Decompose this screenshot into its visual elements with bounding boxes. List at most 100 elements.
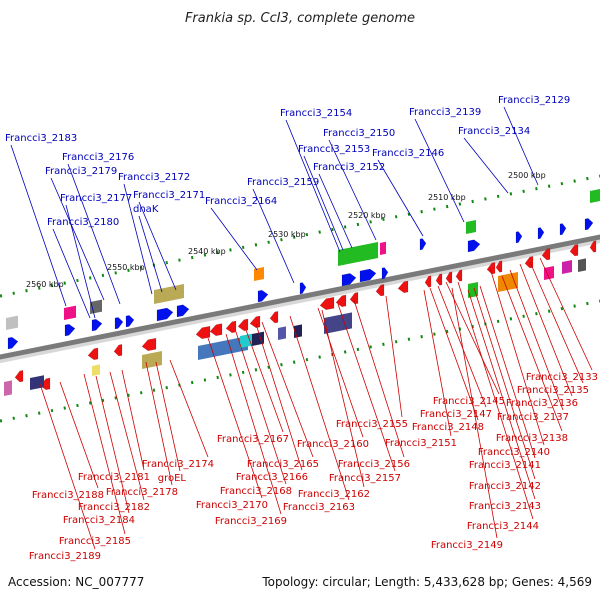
gene-block-navy xyxy=(30,375,44,390)
forward-gene-arrow xyxy=(559,223,567,236)
leader-line xyxy=(52,228,91,319)
gene-label: Francci3_2172 xyxy=(118,172,190,183)
leader-line xyxy=(353,299,405,458)
gene-label: Francci3_2140 xyxy=(478,447,550,458)
leader-line xyxy=(285,119,341,253)
leader-line xyxy=(445,281,500,395)
gene-label: Francci3_2147 xyxy=(420,409,492,420)
leader-line xyxy=(321,309,365,488)
forward-gene-arrow xyxy=(515,231,523,244)
forward-gene-arrow xyxy=(341,273,357,287)
genome-summary-text: Topology: circular; Length: 5,433,628 bp… xyxy=(261,575,592,589)
gene-block-khaki xyxy=(154,284,184,304)
reverse-gene-arrow xyxy=(486,262,496,275)
leader-line xyxy=(252,188,295,284)
gene-label: Francci3_2160 xyxy=(297,439,369,450)
leader-line xyxy=(414,118,465,223)
leader-line xyxy=(473,287,536,480)
gene-label: Francci3_2189 xyxy=(29,551,101,562)
gene-label: Francci3_2169 xyxy=(215,516,287,527)
gene-label: Francci3_2168 xyxy=(220,486,292,497)
leader-line xyxy=(318,173,353,249)
gene-labels: Francci3_2129 Francci3_2134 Francci3_2139 F… xyxy=(5,95,598,562)
gene-label: Francci3_2177 xyxy=(60,193,132,204)
leader-line xyxy=(83,373,126,535)
gene-label: Francci3_2135 xyxy=(517,385,589,396)
gene-label: Francci3_2157 xyxy=(329,473,401,484)
forward-gene-arrow xyxy=(299,282,307,295)
reverse-gene-arrow xyxy=(319,296,335,311)
forward-gene-arrow xyxy=(257,289,269,303)
gene-block-khaki xyxy=(142,351,162,369)
gene-label: Francci3_2154 xyxy=(280,108,352,119)
gene-label: Francci3_2176 xyxy=(62,152,134,163)
gene-block-magenta xyxy=(562,260,572,274)
gene-label: Francci3_2180 xyxy=(47,217,119,228)
gene-label: Francci3_2179 xyxy=(45,166,117,177)
accession-text: Accession: NC_007777 xyxy=(8,575,144,589)
gene-label: Francci3_2163 xyxy=(283,502,355,513)
leader-line xyxy=(337,303,396,472)
forward-gene-arrow xyxy=(176,304,190,318)
reverse-gene-arrow xyxy=(541,248,551,261)
forward-gene-arrow xyxy=(125,315,135,328)
forward-gene-arrow xyxy=(114,317,124,330)
gene-label: Francci3_2156 xyxy=(338,459,410,470)
gene-label: Francci3_2146 xyxy=(372,148,444,159)
leader-line xyxy=(429,287,479,421)
reverse-gene-arrow xyxy=(424,275,432,288)
leader-line xyxy=(467,289,536,500)
gene-block-slate xyxy=(324,312,352,334)
kbp-tick-label: 2540 kbp xyxy=(188,247,226,256)
gene-label: Francci3_2166 xyxy=(236,472,308,483)
forward-gene-arrow xyxy=(381,267,389,280)
forward-gene-arrow xyxy=(537,227,545,240)
leader-line xyxy=(109,371,145,501)
kbp-tick-label: 2520 kbp xyxy=(348,211,386,220)
scale-ticks: 2500 kbp 2510 kbp 2520 kbp 2530 kbp 2540 kbp… xyxy=(0,171,600,423)
gene-label: Francci3_2155 xyxy=(336,419,408,430)
gene-label: Francci3_2164 xyxy=(205,196,277,207)
leader-line xyxy=(10,144,67,307)
gene-block-green xyxy=(590,189,600,203)
kbp-tick-label: 2560 kbp xyxy=(26,280,64,289)
gene-label: Francci3_2149 xyxy=(431,540,503,551)
gene-label: Francci3_2170 xyxy=(196,500,268,511)
gene-features xyxy=(4,189,600,396)
reverse-gene-arrow xyxy=(249,315,261,329)
leader-line xyxy=(539,257,593,371)
reverse-gene-arrow xyxy=(495,260,503,273)
gene-block-pink xyxy=(4,380,12,396)
gene-label: Francci3_2167 xyxy=(217,434,289,445)
leader-line xyxy=(457,281,534,520)
gene-label: Francci3_2153 xyxy=(298,144,370,155)
gene-label: Francci3_2174 xyxy=(142,459,214,470)
leader-line xyxy=(503,106,539,186)
gene-block-navy xyxy=(252,331,264,346)
leader-line xyxy=(377,159,424,237)
leader-line xyxy=(437,285,487,408)
reverse-gene-arrow xyxy=(435,273,443,286)
forward-gene-arrow xyxy=(64,323,76,337)
gene-block-darkgray xyxy=(578,258,586,272)
gene-block-green xyxy=(338,242,378,266)
leader-line xyxy=(501,275,563,432)
leader-line xyxy=(235,331,287,485)
gene-block-multicolor xyxy=(498,272,518,292)
genome-backbone xyxy=(0,234,600,364)
leader-line xyxy=(255,323,303,471)
gene-label: Francci3_2142 xyxy=(469,481,541,492)
leader-line xyxy=(59,381,99,489)
leader-line xyxy=(95,375,130,514)
reverse-gene-arrow xyxy=(455,269,463,282)
leader-line xyxy=(169,359,209,458)
forward-gene-arrow xyxy=(91,318,103,332)
kbp-tick-label: 2530 kbp xyxy=(268,230,306,239)
leader-line xyxy=(489,267,545,446)
kbp-tick-label: 2500 kbp xyxy=(508,171,546,180)
gene-label: Francci3_2133 xyxy=(526,372,598,383)
leader-line xyxy=(138,201,177,291)
leader-line xyxy=(317,307,364,438)
gene-block-orange xyxy=(254,267,264,281)
leader-line xyxy=(123,183,153,295)
